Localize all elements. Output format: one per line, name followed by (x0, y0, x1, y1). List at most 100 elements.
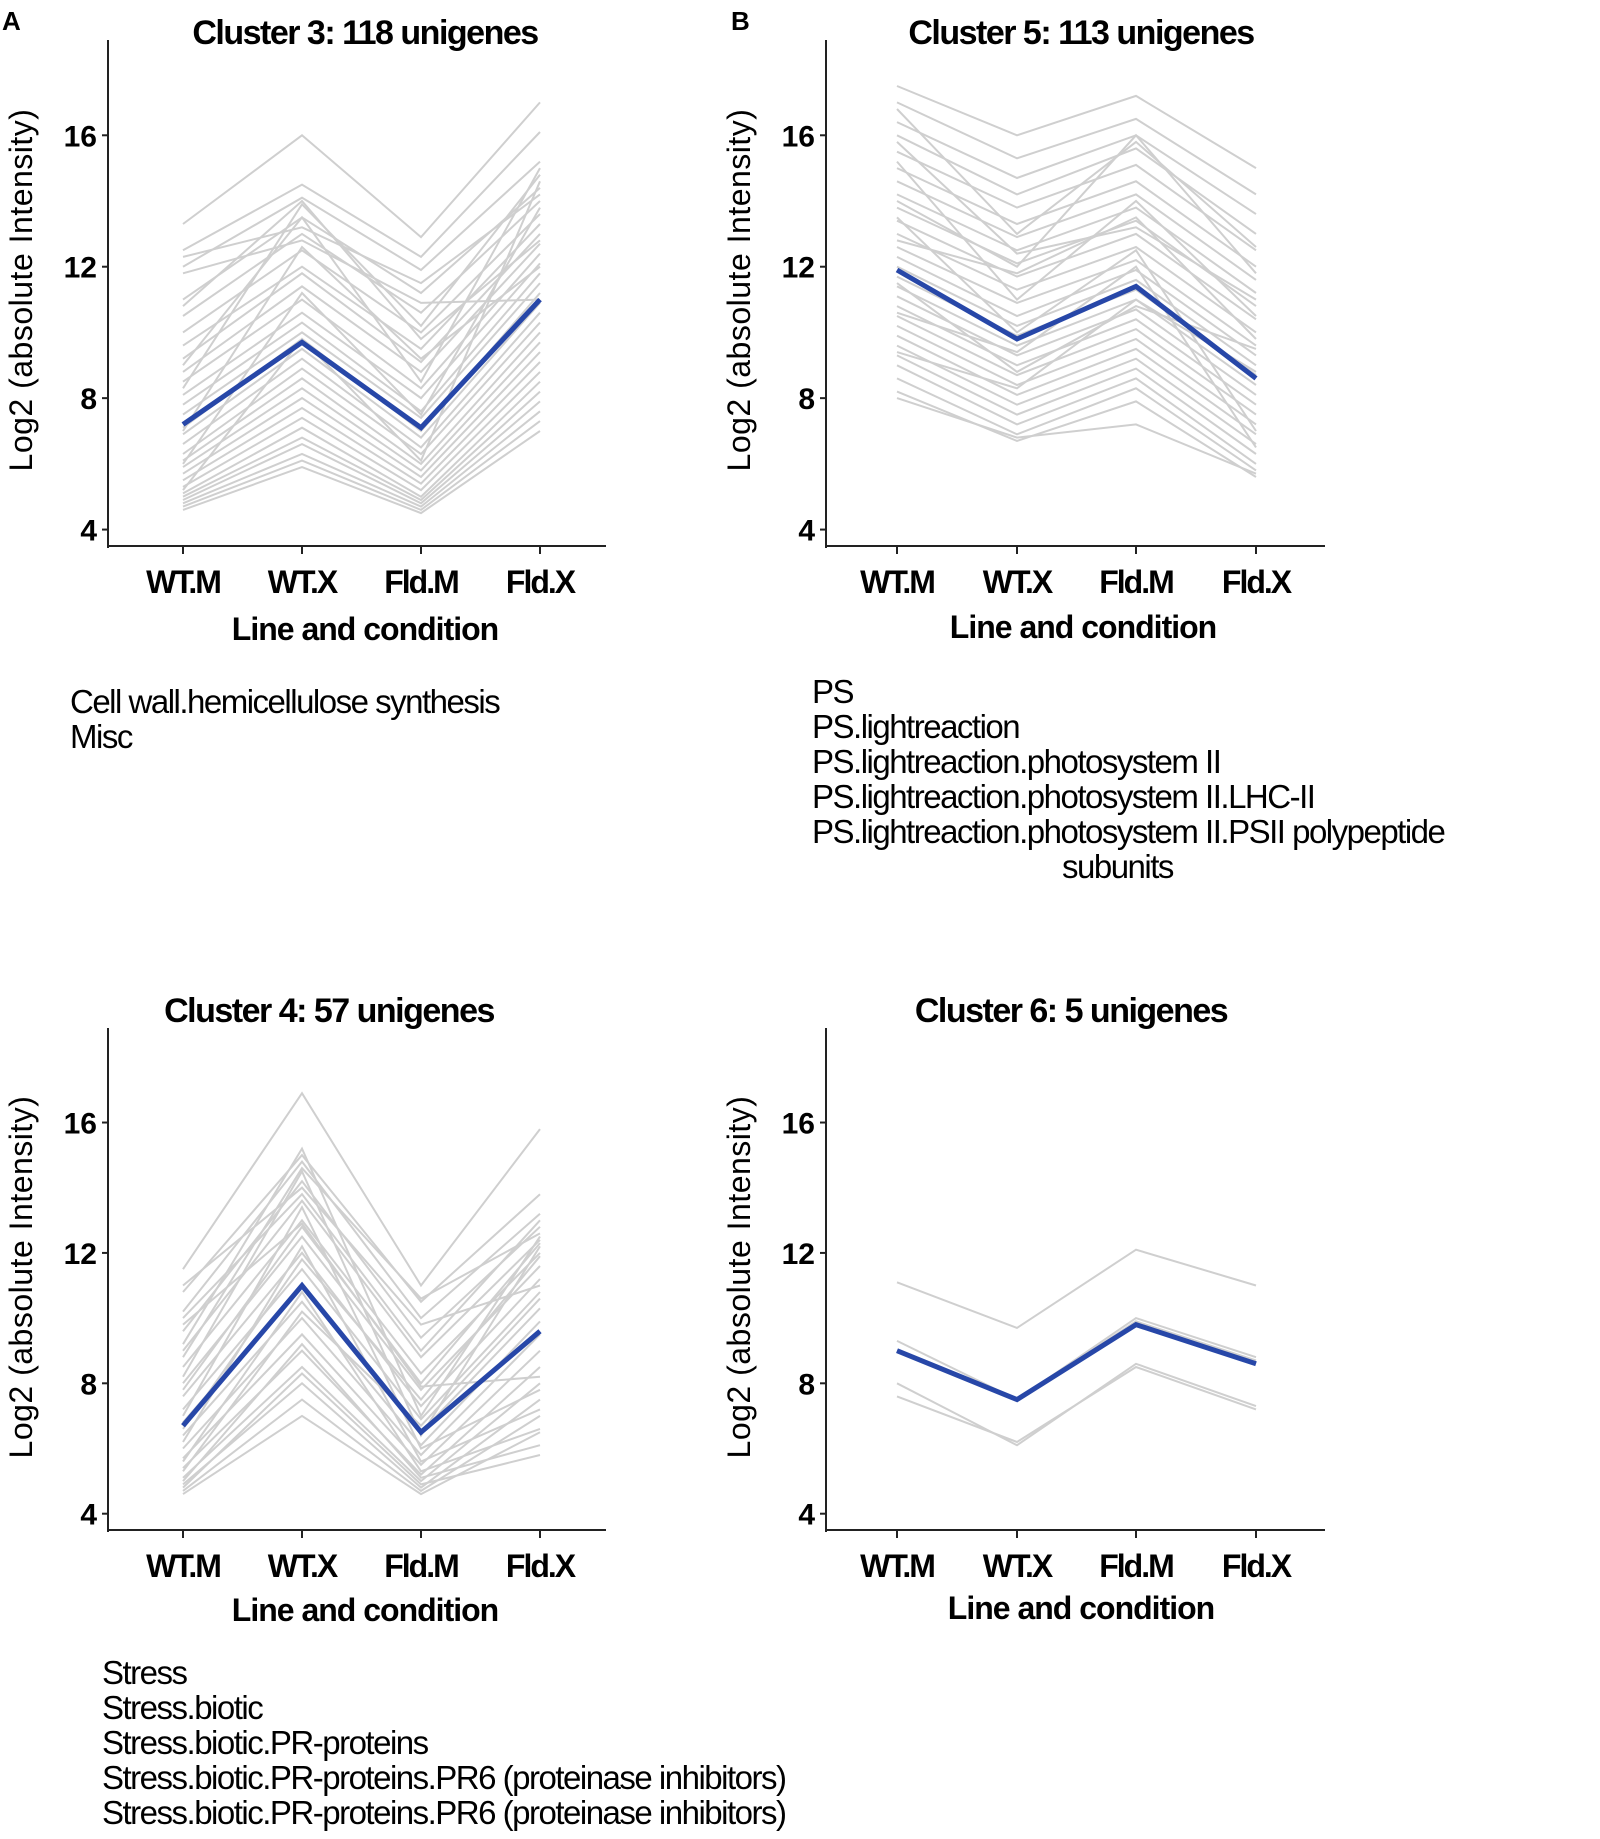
member-profile-line (896, 133, 1257, 274)
member-profile-line (182, 430, 541, 515)
member-profile-line (182, 199, 541, 341)
member-profile-line (182, 262, 541, 400)
member-profile-line (182, 1332, 541, 1467)
member-profile-line (182, 174, 541, 389)
member-profile-line (182, 223, 541, 351)
category-term: Stress.biotic.PR-proteins.PR6 (proteinas… (102, 1759, 785, 1796)
member-profile-line (896, 216, 1257, 340)
member-profile-line (182, 302, 541, 439)
x-axis-label: Line and condition (948, 1590, 1214, 1626)
member-profile-line (896, 377, 1257, 472)
member-profile-line (182, 331, 541, 466)
x-tick-label: WT.X (983, 564, 1054, 600)
member-profile-line (896, 180, 1257, 281)
y-tick-label: 8 (80, 1368, 97, 1401)
y-tick-label: 4 (798, 515, 815, 548)
member-profile-line (896, 219, 1257, 321)
y-tick-label: 16 (782, 120, 815, 153)
y-tick-label: 12 (64, 252, 97, 285)
y-tick-label: 8 (798, 383, 815, 416)
member-profile-line (896, 1248, 1257, 1330)
y-tick-label: 12 (782, 252, 815, 285)
member-profile-line (896, 315, 1257, 416)
y-tick-label: 4 (80, 515, 97, 548)
y-axis-label: Log2 (absolute Intensity) (721, 109, 757, 472)
member-profile-line (182, 1146, 541, 1418)
panel-letter: B (731, 6, 750, 36)
member-profiles (896, 85, 1257, 478)
member-profiles (182, 1091, 541, 1496)
mean-profile-line (896, 1321, 1257, 1403)
member-profile-line (182, 180, 541, 491)
mean-profile-line (181, 297, 542, 432)
member-profile-line (896, 265, 1257, 367)
member-profile-line (896, 134, 1257, 235)
member-profile-line (182, 312, 541, 449)
member-profile-line (896, 282, 1257, 374)
member-profile-line (896, 193, 1257, 294)
member-profile-line (182, 243, 541, 374)
member-profile-line (182, 1255, 541, 1430)
x-tick-label: Fld.X (1222, 1548, 1293, 1584)
panel-letter: A (2, 6, 21, 36)
mean-profile-line (181, 1281, 542, 1436)
member-profile-line (182, 361, 541, 485)
x-tick-label: WT.M (146, 1548, 220, 1584)
x-tick-label: WT.X (268, 564, 339, 600)
member-profile-line (182, 380, 541, 498)
member-profile-line (182, 233, 541, 364)
y-tick-label: 4 (798, 1499, 815, 1532)
category-term: Stress.biotic.PR-proteins.PR6 (proteinas… (102, 1794, 785, 1831)
member-profile-line (182, 1381, 541, 1489)
x-tick-label: Fld.M (1099, 564, 1173, 600)
y-tick-label: 4 (80, 1499, 97, 1532)
member-profile-line (182, 1186, 541, 1326)
x-tick-label: WT.M (860, 1548, 934, 1584)
y-tick-label: 8 (80, 383, 97, 416)
member-profile-line (896, 101, 1257, 196)
member-profile-line (182, 1159, 541, 1320)
member-profile-line (182, 131, 541, 259)
member-profile-line (896, 85, 1257, 169)
member-profile-line (182, 341, 541, 472)
member-profile-line (182, 282, 541, 420)
member-profile-line (896, 141, 1257, 301)
member-profile-line (182, 1372, 541, 1489)
member-profile-line (896, 397, 1257, 475)
cluster-panel-2: B Cluster 5: 113 unigenes 4 8 12 16 WT.M WT.X Fl… (721, 6, 1446, 885)
member-profile-line (182, 321, 541, 456)
member-profile-line (182, 160, 541, 272)
y-axis-label: Log2 (absolute Intensity) (721, 1096, 757, 1459)
member-profile-line (896, 150, 1257, 252)
member-profile-line (896, 390, 1257, 478)
member-profile-line (182, 272, 541, 413)
x-axis-label: Line and condition (950, 609, 1216, 645)
member-profile-line (182, 371, 541, 492)
mean-profile-line (895, 267, 1258, 381)
category-term: Stress.biotic.PR-proteins (102, 1724, 429, 1761)
x-tick-label: Fld.M (384, 564, 458, 600)
member-profile-line (896, 354, 1257, 455)
chart-title: Cluster 3: 118 unigenes (192, 14, 538, 52)
member-profile-line (182, 239, 541, 304)
member-profile-line (182, 1398, 541, 1493)
member-profile-line (182, 420, 541, 512)
x-tick-label: WT.X (268, 1548, 339, 1584)
member-profile-line (182, 1267, 541, 1421)
category-term: Cell wall.hemicellulose synthesis (70, 683, 500, 720)
cluster-panel-3: Cluster 4: 57 unigenes 4 8 12 16 WT.M WT.X Fld.… (3, 992, 787, 1831)
member-profile-line (896, 344, 1257, 445)
x-tick-label: WT.M (146, 564, 220, 600)
member-profile-line (896, 167, 1257, 268)
x-axis-label: Line and condition (232, 1592, 498, 1628)
member-profile-line (182, 351, 541, 479)
member-profile-line (896, 298, 1257, 390)
y-tick-label: 16 (64, 120, 97, 153)
member-profile-line (896, 1365, 1257, 1444)
member-profile-line (182, 193, 541, 285)
member-profile-line (896, 334, 1257, 436)
x-tick-label: Fld.X (506, 564, 577, 600)
category-term: Stress.biotic (102, 1689, 263, 1726)
x-tick-label: Fld.X (1222, 564, 1293, 600)
